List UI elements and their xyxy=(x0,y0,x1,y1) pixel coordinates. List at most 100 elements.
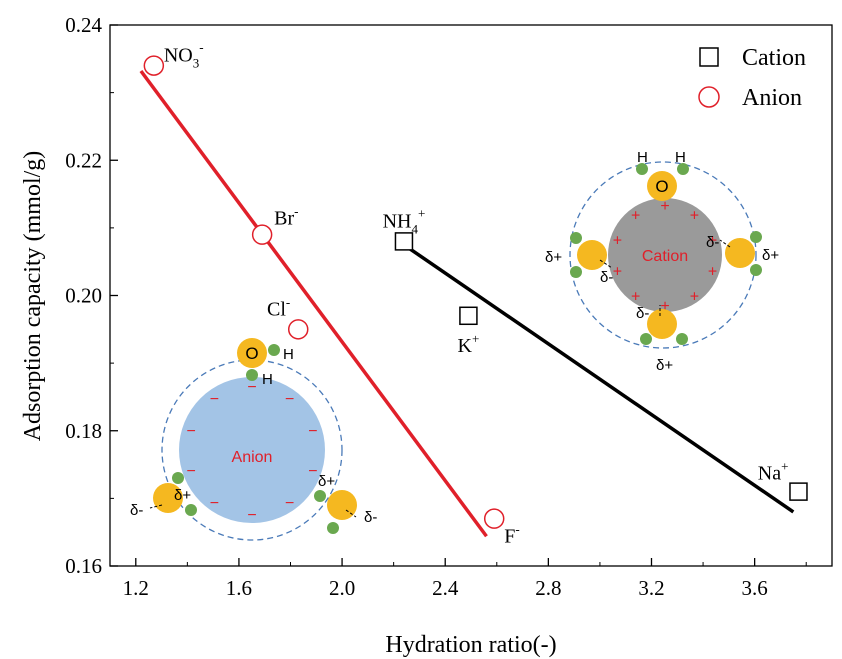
point-label: F- xyxy=(504,522,519,548)
charge-sign: + xyxy=(690,288,699,305)
water-h-atom xyxy=(570,232,582,244)
water-h-atom xyxy=(268,344,280,356)
dipole-arrow xyxy=(149,504,163,509)
legend-marker-cation xyxy=(699,47,719,67)
water-h-label: H xyxy=(283,346,294,363)
delta-plus-label: δ+ xyxy=(174,487,191,504)
anion-core xyxy=(179,377,325,523)
water-h-label: H xyxy=(262,371,273,388)
cation-point xyxy=(394,232,414,251)
x-tick-label: 2.0 xyxy=(329,576,355,600)
point-label-sub: 3 xyxy=(193,56,200,71)
water-h-atom xyxy=(172,472,184,484)
charge-sign: − xyxy=(285,495,294,512)
x-axis-title: Hydration ratio(-) xyxy=(385,632,556,658)
point-label-ion: NH xyxy=(383,210,412,232)
delta-minus-label: δ- xyxy=(364,509,377,526)
water-h-label: H xyxy=(675,149,686,166)
point-label: Na+ xyxy=(758,459,789,485)
x-tick-label: 2.4 xyxy=(432,576,459,600)
x-tick-label: 2.8 xyxy=(535,576,561,600)
point-label-sup: - xyxy=(294,204,298,219)
delta-minus-label: δ- xyxy=(636,305,649,322)
delta-plus-label: δ+ xyxy=(762,247,779,264)
point-label: NO3- xyxy=(164,40,204,71)
y-tick-label: 0.24 xyxy=(65,13,102,37)
charge-sign: + xyxy=(613,263,622,280)
water-o-atom xyxy=(327,490,357,520)
charge-sign: − xyxy=(186,423,195,440)
water-h-atom xyxy=(246,369,258,381)
anion-point xyxy=(287,319,309,340)
delta-plus-label: δ+ xyxy=(318,473,335,490)
anion-point xyxy=(251,224,273,245)
charge-sign: + xyxy=(690,208,699,225)
delta-minus-label: δ- xyxy=(130,502,143,519)
water-h-atom xyxy=(677,163,689,175)
point-label-sup: - xyxy=(515,522,519,537)
charge-sign: − xyxy=(308,463,317,480)
water-o-label: O xyxy=(655,177,668,196)
legend-label: Cation xyxy=(742,45,806,71)
charge-sign: + xyxy=(631,288,640,305)
x-tick-label: 1.6 xyxy=(226,576,252,600)
anion-point xyxy=(143,55,165,76)
charge-sign: + xyxy=(613,233,622,250)
delta-plus-label: δ+ xyxy=(545,249,562,266)
cation-fit-line xyxy=(402,243,795,514)
cation-core-label: Cation xyxy=(642,248,688,265)
x-tick-label: 1.2 xyxy=(123,576,149,600)
cation-charges: + + + + + + + + + + xyxy=(613,198,717,315)
point-label-ion: Cl xyxy=(267,298,286,320)
y-axis-title: Adsorption capacity (mmol/g) xyxy=(20,151,46,442)
anion-charges: −−−−−−−−−− xyxy=(186,379,317,524)
charge-sign: − xyxy=(285,391,294,408)
anion-fit-line xyxy=(139,69,488,538)
water-o-label: O xyxy=(245,344,258,363)
water-h-atom xyxy=(185,504,197,516)
charge-sign: + xyxy=(708,233,717,250)
point-label-sub: 4 xyxy=(411,221,418,236)
cation-core xyxy=(608,198,722,312)
point-label: NH4+ xyxy=(383,205,426,236)
point-label: K+ xyxy=(458,331,480,357)
point-label-ion: F xyxy=(504,526,515,548)
y-tick-label: 0.18 xyxy=(65,419,102,443)
water-o-atom xyxy=(647,171,677,201)
delta-minus-label: δ- xyxy=(706,234,719,251)
series-layer: NH4+K+Na+NO3-Br-Cl-F- xyxy=(139,40,808,548)
anion-core-label: Anion xyxy=(232,449,273,466)
water-h-atom xyxy=(570,266,582,278)
water-h-atom xyxy=(314,490,326,502)
charge-sign: − xyxy=(308,423,317,440)
point-label-ion: Na xyxy=(758,463,781,485)
water-o-atom xyxy=(237,338,267,368)
x-axis: 1.2 1.6 2.0 2.4 2.8 3.2 3.6 xyxy=(123,558,807,600)
y-tick-label: 0.22 xyxy=(65,148,102,172)
water-o-atom xyxy=(577,240,607,270)
point-label-ion: K xyxy=(458,335,473,357)
anion-point xyxy=(483,508,505,529)
point-label-sup: - xyxy=(286,294,290,309)
legend: Cation Anion xyxy=(698,45,806,111)
dipole-arrow xyxy=(719,239,731,248)
cation-point xyxy=(789,482,808,501)
charge-sign: + xyxy=(708,263,717,280)
charge-sign: + xyxy=(660,298,669,315)
x-tick-label: 3.6 xyxy=(742,576,768,600)
delta-minus-label: δ- xyxy=(600,269,613,286)
y-tick-label: 0.20 xyxy=(65,284,102,308)
point-label-ion: NO xyxy=(164,45,193,67)
water-o-atom xyxy=(647,309,677,339)
water-o-atom xyxy=(725,238,755,268)
cation-point xyxy=(459,306,478,326)
anion-hydration-diagram: Anion −−−−−−−−−− O H H δ- δ+ δ+ δ- xyxy=(130,338,377,541)
delta-plus-label: δ+ xyxy=(656,357,673,374)
point-label: Cl- xyxy=(267,294,290,320)
charge-sign: − xyxy=(247,379,256,396)
charge-sign: − xyxy=(210,391,219,408)
charge-sign: + xyxy=(631,208,640,225)
charge-sign: + xyxy=(660,198,669,215)
point-label-sup: + xyxy=(781,459,788,474)
